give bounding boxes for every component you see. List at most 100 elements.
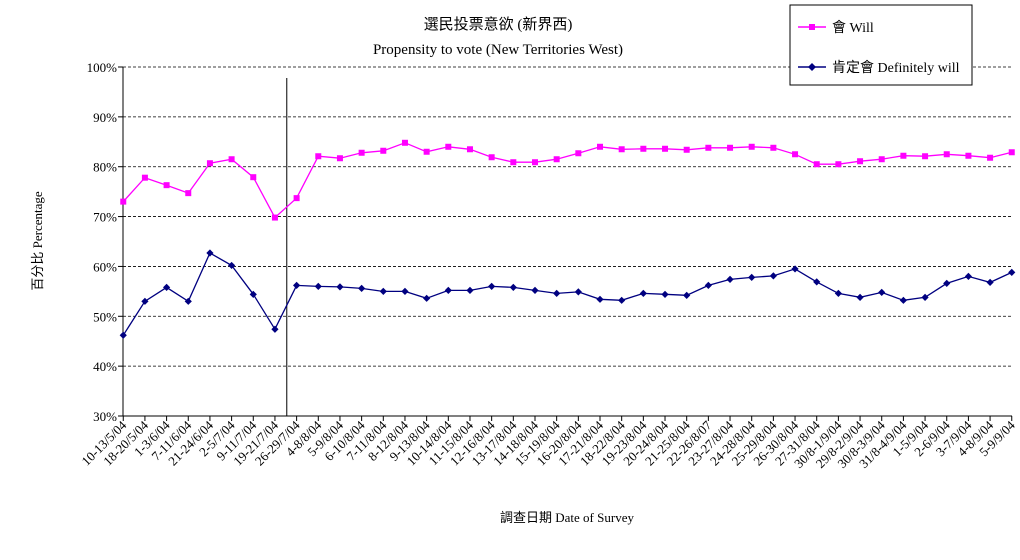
data-point-will (120, 198, 127, 205)
data-point-will (748, 143, 755, 150)
data-point-definitely-will (531, 286, 539, 294)
data-point-will (835, 161, 842, 168)
series-line (122, 252, 1013, 336)
data-point-definitely-will (401, 287, 409, 295)
data-point-will (510, 159, 517, 166)
data-point-will (857, 158, 864, 165)
data-point-definitely-will (943, 279, 951, 287)
data-point-definitely-will (921, 293, 929, 301)
y-tick-label: 90% (93, 110, 117, 125)
series-line (122, 142, 1012, 219)
legend-label-definitely: 肯定會 Definitely will (832, 60, 960, 76)
data-point-definitely-will (661, 290, 669, 298)
data-point-will (618, 146, 625, 153)
y-tick-label: 50% (93, 309, 117, 324)
data-point-definitely-will (596, 295, 604, 303)
data-point-will (293, 195, 300, 202)
y-tick-label: 100% (87, 60, 118, 75)
y-tick-label: 60% (93, 259, 117, 274)
data-point-definitely-will (466, 286, 474, 294)
data-point-will (228, 156, 235, 163)
grid-lines (123, 66, 1012, 367)
data-point-will (900, 152, 907, 159)
data-point-will (336, 155, 343, 162)
data-point-definitely-will (553, 289, 561, 297)
data-point-will (553, 156, 560, 163)
data-point-will (662, 145, 669, 152)
chart-title: 選民投票意欲 (新界西) (424, 15, 573, 33)
data-point-definitely-will (769, 272, 777, 280)
data-point-will (488, 154, 495, 161)
data-point-definitely-will (509, 283, 517, 291)
data-point-will (943, 151, 950, 158)
data-point-will (423, 148, 430, 155)
x-axis-label: 調查日期 Date of Survey (500, 510, 634, 525)
data-point-definitely-will (444, 286, 452, 294)
data-point-definitely-will (899, 296, 907, 304)
data-point-definitely-will (249, 290, 257, 298)
data-point-will (401, 139, 408, 146)
data-point-definitely-will (379, 287, 387, 295)
data-point-will (987, 154, 994, 161)
legend-marker-definitely (808, 63, 816, 71)
data-point-will (770, 144, 777, 151)
data-point-definitely-will (986, 278, 994, 286)
data-point-definitely-will (964, 272, 973, 280)
series-group (119, 139, 1016, 339)
data-point-definitely-will (791, 265, 799, 273)
data-point-will (1008, 149, 1015, 156)
data-point-will (271, 214, 278, 221)
data-point-definitely-will (813, 278, 821, 286)
data-point-definitely-will (141, 297, 149, 305)
data-point-definitely-will (726, 275, 734, 283)
data-point-definitely-will (293, 281, 301, 289)
legend: 會 Will 肯定會 Definitely will (789, 4, 973, 86)
data-point-will (250, 174, 257, 181)
data-point-definitely-will (683, 291, 691, 299)
y-axis-label: 百分比 Percentage (30, 191, 45, 291)
data-point-will (597, 143, 604, 150)
data-point-will (813, 161, 820, 168)
data-point-will (185, 190, 192, 197)
y-tick-label: 30% (93, 409, 117, 424)
data-point-definitely-will (271, 325, 279, 333)
data-point-definitely-will (704, 281, 712, 289)
legend-box (789, 4, 973, 86)
data-point-will (358, 149, 365, 156)
data-point-definitely-will (228, 261, 236, 270)
data-point-definitely-will (423, 294, 431, 302)
data-point-definitely-will (878, 288, 886, 296)
data-point-will (380, 147, 387, 154)
data-point-definitely-will (1008, 268, 1016, 277)
legend-label-will: 會 Will (832, 20, 874, 36)
data-point-will (878, 156, 885, 163)
data-point-definitely-will (119, 331, 127, 339)
x-tick-labels: 10-13/5/0418-20/5/041-3/6/047-11/6/0421-… (78, 417, 1018, 471)
data-point-will (705, 144, 712, 151)
y-tick-label: 40% (93, 359, 117, 374)
data-point-will (206, 160, 213, 167)
data-point-definitely-will (834, 289, 842, 297)
data-point-will (531, 159, 538, 166)
data-point-definitely-will (162, 283, 171, 291)
data-point-will (640, 145, 647, 152)
y-tick-labels: 30% 40% 50% 60% 70% 80% 90% 100% (87, 60, 118, 424)
data-point-will (727, 144, 734, 151)
chart-subtitle: Propensity to vote (New Territories West… (373, 42, 623, 58)
legend-marker-will (809, 24, 815, 30)
data-point-will (445, 143, 452, 150)
data-point-definitely-will (206, 249, 214, 257)
data-point-will (315, 153, 322, 160)
axes (118, 66, 1013, 421)
data-point-definitely-will (639, 289, 647, 297)
data-point-will (575, 150, 582, 157)
data-point-will (683, 146, 690, 153)
y-tick-label: 80% (93, 160, 117, 175)
y-tick-label: 70% (93, 210, 117, 225)
data-point-will (466, 146, 473, 153)
data-point-definitely-will (358, 284, 366, 292)
data-point-definitely-will (314, 282, 322, 290)
data-point-definitely-will (184, 297, 192, 305)
data-point-definitely-will (618, 296, 626, 304)
